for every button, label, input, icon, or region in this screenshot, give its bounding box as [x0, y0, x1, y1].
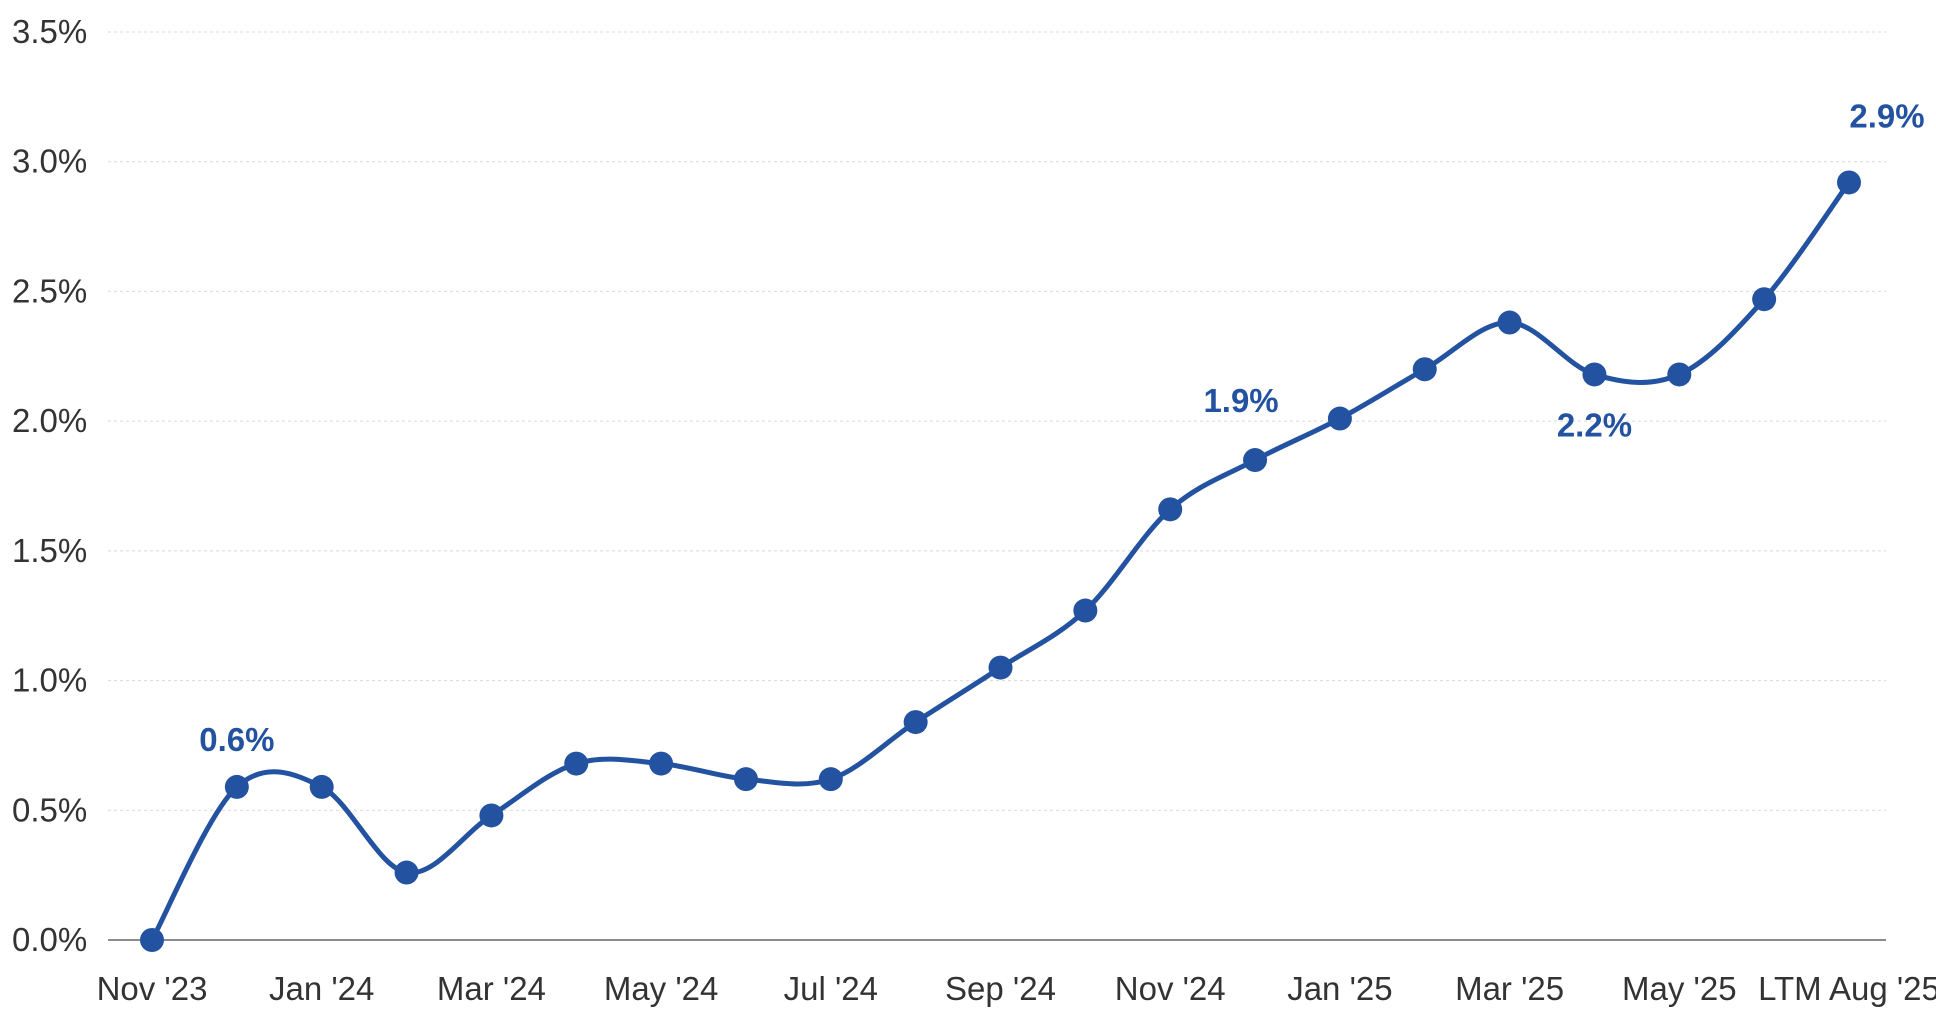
data-point — [1412, 357, 1437, 382]
data-point — [1837, 170, 1861, 195]
data-label: 1.9% — [1203, 382, 1278, 419]
data-point — [309, 774, 334, 799]
x-tick-label: Sep '24 — [945, 970, 1056, 1007]
data-point — [140, 928, 164, 952]
x-tick-label: Nov '24 — [1115, 970, 1226, 1007]
data-labels: 0.6% 1.9% 2.2% 2.9% — [199, 97, 1924, 757]
data-point — [1582, 362, 1607, 387]
x-tick-label: May '24 — [604, 970, 719, 1007]
data-point — [988, 655, 1013, 680]
series-line — [149, 179, 1852, 943]
data-point — [1243, 448, 1268, 473]
x-tick-label: Mar '24 — [437, 970, 546, 1007]
y-axis: 0.0% 0.5% 1.0% 1.5% 2.0% 2.5% 3.0% 3.5% — [12, 13, 87, 958]
x-tick-label: Nov '23 — [97, 970, 208, 1007]
y-tick-label: 3.0% — [12, 143, 87, 180]
x-tick-label: LTM Aug '25 — [1758, 970, 1936, 1007]
data-point — [1327, 406, 1352, 431]
data-point — [564, 751, 589, 776]
grid-lines — [108, 31, 1886, 811]
y-tick-label: 0.0% — [12, 921, 87, 958]
data-point — [649, 751, 674, 776]
data-label: 2.2% — [1557, 406, 1632, 443]
data-point — [479, 803, 504, 828]
x-tick-label: Jan '25 — [1287, 970, 1392, 1007]
data-point — [733, 767, 758, 792]
x-tick-label: Jan '24 — [269, 970, 374, 1007]
y-tick-label: 0.5% — [12, 791, 87, 828]
data-point — [903, 710, 928, 735]
y-tick-label: 1.0% — [12, 662, 87, 699]
data-point — [394, 860, 419, 885]
data-points — [140, 170, 1861, 952]
data-point — [818, 767, 843, 792]
y-tick-label: 1.5% — [12, 532, 87, 569]
data-point — [1752, 287, 1777, 312]
data-label: 0.6% — [199, 721, 274, 758]
data-point — [1158, 497, 1183, 522]
x-tick-label: Mar '25 — [1455, 970, 1564, 1007]
x-tick-label: Jul '24 — [784, 970, 878, 1007]
y-tick-label: 3.5% — [12, 13, 87, 50]
series-line-group — [149, 179, 1852, 943]
data-point — [1497, 310, 1522, 335]
data-point — [224, 774, 249, 799]
data-label: 2.9% — [1849, 97, 1924, 134]
y-tick-label: 2.5% — [12, 272, 87, 309]
x-tick-label: May '25 — [1622, 970, 1737, 1007]
data-point — [1667, 362, 1692, 387]
x-axis-labels: Nov '23 Jan '24 Mar '24 May '24 Jul '24 Sep '… — [97, 970, 1936, 1007]
y-tick-label: 2.0% — [12, 402, 87, 439]
data-point — [1073, 598, 1098, 623]
